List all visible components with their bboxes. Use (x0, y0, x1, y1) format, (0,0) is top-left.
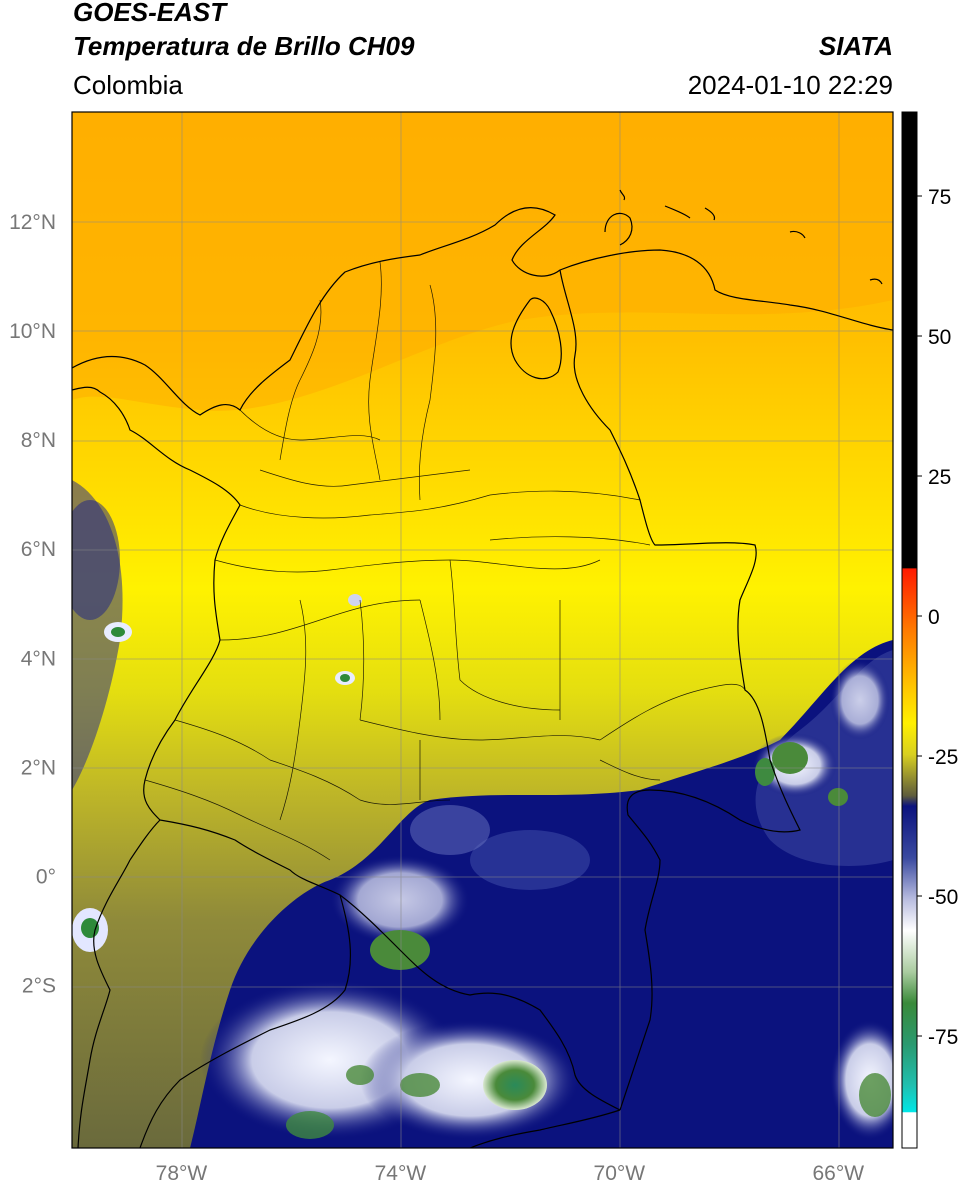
lat-tick-label: 4°N (21, 647, 56, 670)
lat-tick-label: 0° (36, 865, 56, 888)
department-borders (144, 261, 746, 861)
lon-tick-labels: 78°W 74°W 70°W 66°W (156, 1162, 865, 1185)
lon-tick-label: 66°W (812, 1162, 864, 1185)
colorbar-tick-label: 75 (928, 186, 951, 209)
borders (72, 189, 893, 1148)
lon-tick-label: 74°W (375, 1162, 427, 1185)
plot-frame (71, 111, 894, 1149)
lat-tick-label: 12°N (9, 211, 56, 234)
lon-tick-label: 70°W (594, 1162, 646, 1185)
lat-tick-labels: 12°N 10°N 8°N 6°N 4°N 2°N 0° 2°S (9, 211, 56, 997)
colorbar: 75 50 25 0 -25 -50 -75 (901, 111, 958, 1149)
colorbar-tick-label: -75 (928, 1026, 958, 1049)
datetime-label: 2024-01-10 22:29 (687, 70, 893, 100)
colorbar-tick-label: 50 (928, 326, 951, 349)
lat-tick-label: 10°N (9, 320, 56, 343)
lat-tick-label: 2°N (21, 756, 56, 779)
lat-tick-label: 6°N (21, 538, 56, 561)
lat-tick-label: 2°S (22, 974, 56, 997)
colorbar-tick-label: -25 (928, 746, 958, 769)
graticule (72, 112, 893, 1148)
colorbar-ticks: 75 50 25 0 -25 -50 -75 (917, 186, 958, 1049)
colorbar-tick-label: 0 (928, 606, 940, 629)
colorbar-tick-label: -50 (928, 886, 958, 909)
colorbar-gradient (902, 112, 917, 1148)
organization-label: SIATA (818, 31, 893, 61)
lon-tick-label: 78°W (156, 1162, 208, 1185)
title-line-2: Temperatura de Brillo CH09 (73, 31, 415, 61)
colorbar-tick-label: 25 (928, 466, 951, 489)
satellite-image (72, 112, 893, 1148)
region-label: Colombia (73, 70, 183, 100)
lat-tick-label: 8°N (21, 429, 56, 452)
colorbar-frame (901, 111, 918, 1149)
title-line-1: GOES-EAST (73, 0, 227, 27)
